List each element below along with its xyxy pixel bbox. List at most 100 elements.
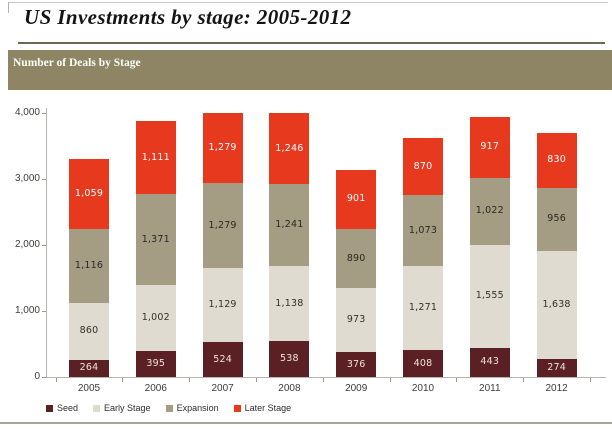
stacked-bar-chart: 0 1,000 2,000 3,000 4,000 264 860 1,116 1,059 200… bbox=[0, 90, 612, 420]
x-axis-category-label: 2005 bbox=[77, 383, 101, 394]
x-axis-category-label: 2006 bbox=[144, 383, 167, 394]
bar-segment-early-stage: 1,138 bbox=[269, 266, 310, 342]
bar-segment-seed: 408 bbox=[403, 350, 443, 377]
bar-segment-value: 1,279 bbox=[208, 142, 237, 154]
bar-segment-value: 890 bbox=[346, 252, 366, 264]
bar-segment-value: 1,138 bbox=[275, 297, 304, 309]
bar-segment-early-stage: 1,271 bbox=[403, 266, 443, 351]
x-axis-category-label: 2007 bbox=[211, 383, 234, 394]
x-axis-tick bbox=[389, 378, 391, 382]
x-axis-tick bbox=[590, 378, 591, 382]
bar-segment-value: 524 bbox=[213, 353, 232, 365]
bottom-border-line bbox=[0, 422, 612, 424]
bar-segment-value: 395 bbox=[146, 357, 166, 369]
bar-segment-value: 1,073 bbox=[408, 224, 438, 236]
bar-segment-seed: 264 bbox=[69, 359, 109, 377]
bar-segment-value: 1,638 bbox=[542, 298, 571, 310]
bar-segment-value: 1,271 bbox=[408, 302, 438, 314]
x-axis-category-label: 2009 bbox=[345, 383, 368, 394]
y-axis-line bbox=[46, 108, 47, 377]
bar-segment-value: 1,246 bbox=[275, 142, 304, 154]
bar-segment-value: 901 bbox=[346, 193, 366, 205]
x-axis-category-label: 2008 bbox=[278, 383, 301, 394]
bar-segment-value: 1,241 bbox=[275, 219, 304, 231]
bar-segment-value: 973 bbox=[346, 314, 366, 326]
page-title: US Investments by stage: 2005-2012 bbox=[24, 5, 352, 29]
bar-segment-early-stage: 1,638 bbox=[536, 250, 577, 359]
y-axis-tick-label: 1,000 bbox=[14, 305, 40, 316]
corner-mark bbox=[8, 2, 9, 13]
y-axis-tick bbox=[42, 377, 46, 378]
y-axis-tick-label: 2,000 bbox=[14, 239, 40, 250]
x-axis-tick bbox=[55, 378, 57, 382]
legend-item-expansion: Expansion bbox=[165, 403, 219, 413]
y-axis-tick bbox=[42, 245, 46, 246]
bar-segment-seed: 443 bbox=[469, 347, 510, 377]
bar-segment-later-stage: 830 bbox=[536, 132, 577, 188]
bar-segment-seed: 274 bbox=[536, 358, 577, 377]
section-header-bar: Number of Deals by Stage bbox=[8, 50, 612, 90]
bar-segment-early-stage: 973 bbox=[336, 287, 377, 353]
legend-label: Expansion bbox=[176, 403, 219, 413]
bar-segment-early-stage: 860 bbox=[69, 302, 109, 360]
y-axis-tick bbox=[42, 179, 46, 180]
bar-segment-value: 1,129 bbox=[208, 299, 237, 311]
legend-swatch-icon bbox=[165, 404, 173, 412]
bar-segment-expansion: 1,241 bbox=[269, 184, 310, 267]
bar-segment-later-stage: 1,279 bbox=[202, 113, 243, 184]
legend-label: Later Stage bbox=[244, 403, 292, 413]
x-axis-line bbox=[46, 377, 606, 378]
x-axis-tick bbox=[322, 378, 324, 382]
legend-label: Seed bbox=[57, 403, 79, 413]
bar-segment-value: 917 bbox=[480, 141, 500, 153]
bar-segment-expansion: 1,073 bbox=[403, 195, 443, 267]
bar-segment-later-stage: 1,059 bbox=[69, 159, 109, 230]
x-axis-tick bbox=[256, 378, 257, 382]
bar-segment-value: 1,116 bbox=[74, 259, 104, 271]
y-axis-tick-label: 0 bbox=[34, 371, 40, 382]
legend-swatch-icon bbox=[93, 404, 101, 412]
legend-swatch-icon bbox=[46, 404, 53, 412]
legend-swatch-icon bbox=[233, 404, 241, 412]
x-axis-category-label: 2011 bbox=[479, 383, 501, 394]
bar-segment-value: 860 bbox=[79, 325, 99, 337]
x-axis-tick bbox=[523, 378, 525, 382]
bar-segment-seed: 376 bbox=[336, 352, 377, 377]
bar-segment-value: 274 bbox=[547, 361, 566, 373]
bar-segment-value: 1,002 bbox=[141, 311, 170, 323]
bar-segment-early-stage: 1,129 bbox=[202, 267, 243, 343]
bar-segment-value: 1,279 bbox=[208, 219, 237, 231]
bar-segment-value: 538 bbox=[280, 353, 299, 365]
bar-segment-later-stage: 870 bbox=[403, 137, 443, 196]
bar-segment-seed: 524 bbox=[202, 342, 243, 377]
section-header-label: Number of Deals by Stage bbox=[13, 57, 141, 69]
x-axis-tick bbox=[456, 378, 458, 382]
bar-segment-value: 376 bbox=[346, 358, 366, 370]
bar-segment-expansion: 890 bbox=[336, 229, 377, 288]
x-axis-category-label: 2012 bbox=[545, 383, 568, 394]
top-border-line bbox=[8, 2, 608, 3]
y-axis-tick bbox=[42, 113, 46, 114]
bar-segment-early-stage: 1,002 bbox=[135, 284, 176, 351]
bar-segment-expansion: 1,279 bbox=[202, 183, 243, 268]
bar-segment-later-stage: 1,246 bbox=[269, 113, 310, 185]
bar-segment-value: 1,059 bbox=[74, 188, 104, 200]
title-divider bbox=[18, 42, 605, 44]
legend: Seed Early Stage Expansion Later Stage bbox=[46, 403, 291, 413]
bar-segment-value: 1,022 bbox=[475, 205, 504, 217]
bar-segment-value: 1,371 bbox=[141, 233, 170, 245]
bar-segment-expansion: 1,371 bbox=[135, 194, 176, 285]
bar-segment-later-stage: 1,111 bbox=[135, 120, 176, 195]
bar-segment-expansion: 1,022 bbox=[469, 177, 510, 246]
x-axis-tick bbox=[122, 378, 124, 382]
legend-item-seed: Seed bbox=[46, 403, 78, 413]
bar-segment-later-stage: 917 bbox=[469, 117, 510, 178]
bar-segment-value: 956 bbox=[547, 213, 566, 225]
bar-segment-value: 870 bbox=[413, 160, 433, 172]
bar-segment-value: 1,111 bbox=[141, 151, 170, 163]
y-axis-tick-label: 3,000 bbox=[14, 173, 40, 184]
bar-segment-value: 830 bbox=[547, 154, 566, 166]
bar-segment-value: 408 bbox=[413, 357, 433, 369]
bar-segment-expansion: 956 bbox=[536, 187, 577, 251]
